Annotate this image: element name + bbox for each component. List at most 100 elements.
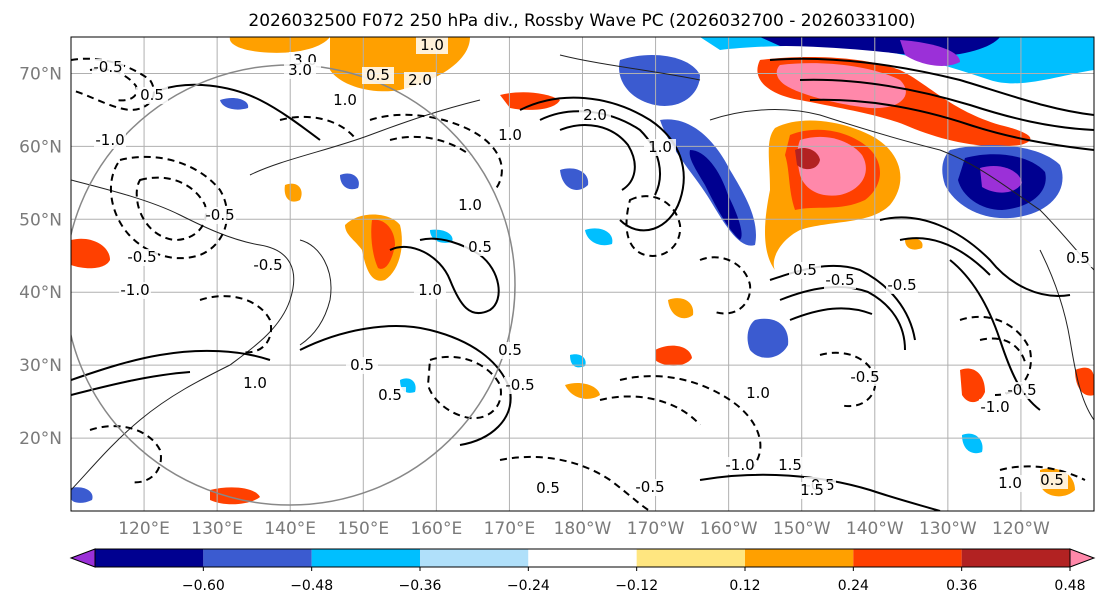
shade-purple-arctic [900, 40, 960, 66]
contour-solid [799, 78, 1094, 131]
colorbar-tick-label: 0.48 [1054, 578, 1085, 594]
figure-title: 2026032500 F072 250 hPa div., Rossby Wav… [248, 11, 915, 31]
divergence-shading [71, 37, 1094, 505]
contour-label: -0.5 [505, 376, 534, 394]
contour-label: 1.5 [778, 456, 802, 474]
contour-label: 1.0 [648, 138, 672, 156]
shade-negative-sea [585, 228, 613, 246]
lon-tick-label: 180°W [554, 519, 612, 539]
lat-tick-label: 40°N [19, 283, 62, 303]
latitude-axis: 70°N 60°N 50°N 40°N 30°N 20°N [19, 64, 62, 449]
contour-dashed [999, 465, 1086, 481]
shade-max-positive-alaska [797, 136, 866, 196]
colorbar-extend-high [1069, 548, 1096, 568]
contour-dashed [619, 375, 762, 471]
contour-label: 0.5 [498, 341, 522, 359]
wave-contours [71, 57, 1094, 511]
lon-tick-label: 130°E [191, 519, 243, 539]
colorbar-tick-label: 0.12 [729, 578, 760, 594]
contour-solid [769, 57, 1094, 116]
contour-dashed [279, 115, 356, 139]
colorbar-segment [636, 549, 745, 567]
contour-label: -1.0 [980, 398, 1009, 416]
shade-negative-mid [747, 318, 789, 358]
lon-tick-label: 130°W [919, 519, 977, 539]
shade-positive-pac [668, 298, 694, 319]
contour-label: 0.5 [1040, 471, 1064, 489]
lat-tick-label: 20°N [19, 429, 62, 449]
shade-strong-positive-nwpac [371, 219, 395, 269]
contour-label: 1.0 [998, 474, 1022, 492]
contour-solid [789, 307, 873, 321]
shade-negative-arctic [700, 37, 1094, 84]
lon-tick-label: 120°W [992, 519, 1050, 539]
colorbar-tick-label: −0.36 [399, 578, 442, 594]
lat-tick-label: 60°N [19, 137, 62, 157]
contour-label: 0.5 [793, 261, 817, 279]
colorbar-segment [203, 549, 312, 567]
colorbar-tick-label: −0.48 [290, 578, 333, 594]
contour-label: -0.5 [127, 248, 156, 266]
shade-positive-baja [960, 368, 985, 403]
contour-solid [559, 124, 636, 191]
contour-label: 0.5 [350, 356, 374, 374]
colorbar-tick-label: 0.36 [946, 578, 977, 594]
lon-tick-label: 140°E [264, 519, 316, 539]
shade-pink-arctic [776, 63, 906, 109]
shade-positive-ne [905, 238, 923, 250]
contour-label: 2.0 [408, 71, 432, 89]
contour-solid [299, 325, 512, 446]
lon-tick-label: 120°E [118, 519, 170, 539]
colorbar-segment [853, 549, 962, 567]
contour-label: 0.5 [536, 479, 560, 497]
colorbar-tick-label: 0.24 [838, 578, 869, 594]
contour-label: 0.5 [366, 66, 390, 84]
shade-positive-siberia-top [229, 37, 330, 53]
lon-tick-label: 160°E [411, 519, 463, 539]
contour-dashed [89, 425, 162, 484]
contour-solid [809, 98, 1094, 151]
shade-positive-okhotsk [500, 92, 560, 110]
shade-negative-sw [71, 487, 93, 503]
colorbar-tick-label: −0.12 [615, 578, 658, 594]
lon-tick-label: 170°W [627, 519, 685, 539]
contour-dashed [199, 295, 273, 354]
contour-label: 1.0 [418, 281, 442, 299]
contour-dashed [979, 337, 1027, 367]
lat-tick-label: 70°N [19, 64, 62, 84]
contour-dashed [389, 135, 471, 156]
contour-label: 1.0 [243, 374, 267, 392]
contour-dashed [499, 455, 651, 511]
contour-label: -0.5 [253, 256, 282, 274]
contour-dashed [109, 155, 229, 260]
colorbar-segment [95, 549, 204, 567]
contour-labels: 1.0 3.0 2.0 0.5 1.0 -0.5 0.5 -1.0 1.0 -0.5 2.0 -0.5… [92, 37, 1094, 499]
shade-negative-subtrop [570, 354, 586, 368]
lon-tick-label: 150°E [337, 519, 389, 539]
colorbar-tick-label: −0.24 [507, 578, 550, 594]
lon-tick-label: 150°W [773, 519, 831, 539]
contour-label: 0.5 [1066, 249, 1090, 267]
map-area: 1.0 3.0 2.0 0.5 1.0 -0.5 0.5 -1.0 1.0 -0.5 2.0 -0.5… [70, 36, 1095, 512]
lat-tick-label: 30°N [19, 356, 62, 376]
longitude-axis: 120°E 130°E 140°E 150°E 160°E 170°E 180°W 170°W… [118, 519, 1050, 539]
contour-label: 1.0 [746, 384, 770, 402]
contour-solid [899, 237, 991, 276]
contour-solid [159, 83, 321, 141]
colorbar-frame [94, 548, 1071, 568]
map-frame [70, 36, 1095, 512]
contour-solid [71, 349, 271, 381]
contour-label: -0.5 [635, 478, 664, 496]
contour-dashed [625, 195, 682, 257]
contour-solid [779, 286, 906, 351]
colorbar-segment [961, 549, 1070, 567]
contour-label: -1.0 [725, 456, 754, 474]
shade-positive-sw [210, 487, 260, 505]
shade-negative-kamchatka [619, 55, 700, 106]
lon-tick-label: 160°W [700, 519, 758, 539]
colorbar-segment [745, 549, 854, 567]
contour-label: 2.0 [583, 106, 607, 124]
contour-label: -0.5 [93, 58, 122, 76]
contour-label: -0.5 [850, 368, 879, 386]
contour-label: 1.5 [800, 481, 824, 499]
